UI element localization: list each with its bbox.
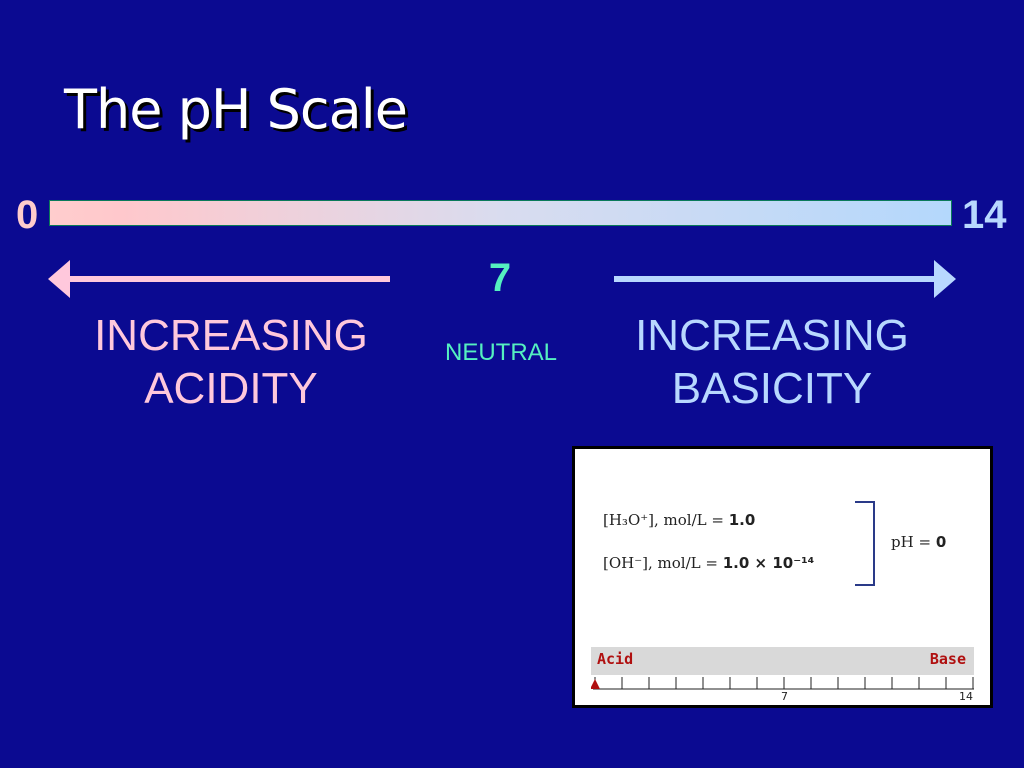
- scale-max-label: 14: [962, 193, 1007, 237]
- mini-scale-ticks: [591, 677, 974, 690]
- scale-min-label: 0: [16, 193, 39, 237]
- increasing-basicity-label: INCREASING BASICITY: [612, 309, 932, 415]
- neutral-value: 7: [488, 256, 512, 300]
- ph-value: 0: [935, 533, 947, 551]
- page-title: The pH Scale: [64, 78, 408, 141]
- ph-label: pH =: [891, 533, 932, 551]
- ph-equation: pH = 0: [891, 533, 946, 551]
- ph-gradient-bar: [49, 200, 952, 226]
- h3o-label: [H₃O⁺], mol/L =: [603, 511, 724, 529]
- oh-label: [OH⁻], mol/L =: [603, 554, 718, 572]
- acid-line-1: INCREASING: [94, 311, 368, 360]
- base-label: Base: [929, 650, 966, 668]
- tick-label-14: 14: [959, 690, 973, 703]
- increasing-acidity-label: INCREASING ACIDITY: [71, 309, 391, 415]
- base-line-2: BASICITY: [671, 364, 873, 413]
- left-arrow-icon: [48, 260, 390, 298]
- neutral-label: NEUTRAL: [444, 339, 558, 366]
- h3o-equation: [H₃O⁺], mol/L = 1.0: [603, 511, 755, 529]
- mini-ph-scale: Acid Base: [591, 647, 974, 675]
- right-arrow-icon: [614, 260, 956, 298]
- oh-value: 1.0 × 10⁻¹⁴: [722, 554, 815, 572]
- h3o-value: 1.0: [728, 511, 756, 529]
- acid-label: Acid: [597, 650, 634, 668]
- acid-line-2: ACIDITY: [144, 364, 318, 413]
- bracket-icon: [855, 501, 875, 586]
- base-line-1: INCREASING: [635, 311, 909, 360]
- ph-marker-icon: [591, 679, 600, 689]
- oh-equation: [OH⁻], mol/L = 1.0 × 10⁻¹⁴: [603, 554, 814, 572]
- ph-calculator-panel: [H₃O⁺], mol/L = 1.0 [OH⁻], mol/L = 1.0 ×…: [572, 446, 993, 708]
- tick-label-7: 7: [781, 690, 788, 703]
